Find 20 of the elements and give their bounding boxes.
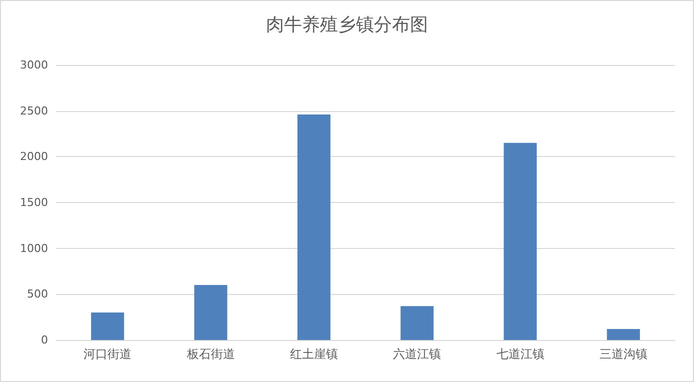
chart-title: 肉牛养殖乡镇分布图 — [266, 14, 428, 36]
bar — [400, 306, 434, 340]
x-tick-label: 河口街道 — [84, 347, 132, 361]
bar — [91, 312, 124, 340]
bar — [194, 285, 228, 340]
x-tick-label: 板石街道 — [186, 347, 235, 361]
x-tick-label: 七道江镇 — [496, 347, 544, 361]
y-tick-label: 1500 — [20, 196, 48, 209]
x-tick-label: 红土崖镇 — [290, 347, 338, 361]
x-tick-label: 六道江镇 — [393, 347, 442, 361]
y-tick-label: 500 — [27, 288, 48, 301]
y-tick-label: 0 — [41, 334, 48, 346]
y-tick-label: 3000 — [20, 58, 48, 72]
y-tick-label: 2000 — [20, 150, 48, 164]
x-tick-label: 三道沟镇 — [599, 347, 648, 361]
y-tick-label: 1000 — [20, 242, 48, 255]
bar — [504, 142, 537, 340]
y-tick-label: 2500 — [20, 104, 48, 118]
bar — [606, 329, 640, 340]
bar — [297, 114, 330, 340]
